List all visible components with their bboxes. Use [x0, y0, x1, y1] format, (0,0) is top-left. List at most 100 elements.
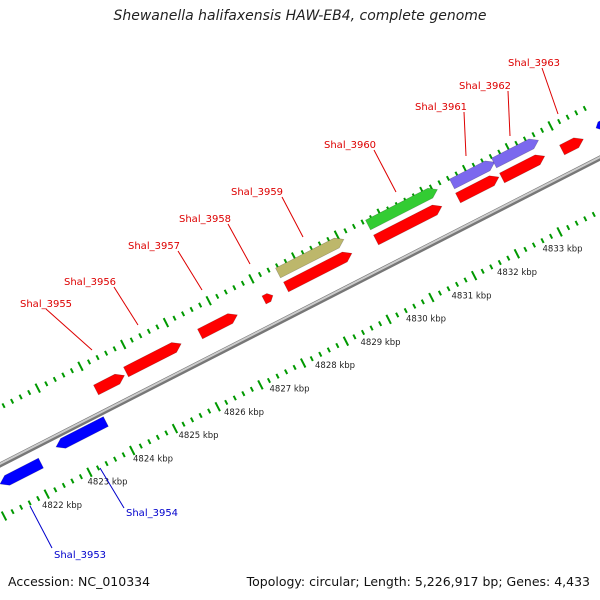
gene-arrow-red: [455, 175, 500, 204]
inner-tick: [214, 401, 221, 412]
inner-tick: [497, 259, 502, 266]
outer-tick: [61, 372, 66, 378]
outer-tick: [333, 230, 341, 241]
inner-tick: [155, 434, 160, 441]
outer-tick: [34, 383, 41, 394]
outer-tick: [547, 121, 554, 131]
inner-tick: [378, 321, 383, 327]
inner-tick: [232, 395, 237, 401]
inner-tick: [489, 264, 494, 270]
kbp-label: 4823 kbp: [88, 478, 128, 488]
inner-tick: [61, 482, 66, 489]
outer-tick: [162, 317, 170, 328]
inner-tick: [181, 421, 186, 427]
kbp-label: 4826 kbp: [224, 408, 264, 418]
outer-tick: [95, 354, 100, 361]
gene-label-shal-3959: Shal_3959: [231, 187, 283, 198]
kbp-label: 4833 kbp: [543, 245, 583, 255]
label-leader-line: [281, 196, 304, 238]
genome-summary-text: Topology: circular; Length: 5,226,917 bp…: [246, 574, 590, 589]
genome-backbone: [0, 155, 600, 468]
map-title: Shewanella halifaxensis HAW-EB4, complet…: [113, 8, 487, 24]
gene-arrow-red: [93, 373, 125, 396]
outer-tick: [257, 271, 263, 278]
gene-arrow-blue: [55, 416, 109, 449]
inner-tick: [403, 307, 408, 314]
kbp-label: 4832 kbp: [497, 268, 537, 278]
outer-tick: [155, 324, 160, 330]
inner-tick: [36, 495, 41, 502]
outer-tick: [557, 118, 562, 125]
outer-tick: [232, 284, 237, 291]
inner-tick: [129, 445, 136, 456]
inner-tick: [437, 290, 442, 296]
inner-tick: [549, 233, 554, 239]
gene-arrow-purple: [449, 160, 496, 190]
inner-tick: [395, 312, 400, 318]
gene-arrow-red: [283, 251, 353, 293]
inner-tick: [523, 246, 528, 253]
inner-tick: [385, 314, 392, 325]
outer-tick: [77, 361, 84, 372]
inner-tick: [335, 342, 340, 349]
kbp-label: 4829 kbp: [361, 338, 401, 348]
gene-features: [0, 120, 600, 486]
inner-tick: [104, 460, 109, 467]
inner-tick: [284, 369, 289, 375]
kbp-label: 4828 kbp: [315, 361, 355, 371]
outer-tick: [120, 339, 127, 350]
kbp-label: 4822 kbp: [42, 501, 82, 511]
gene-label-shal-3958: Shal_3958: [179, 214, 231, 225]
inner-tick: [513, 248, 521, 259]
outer-tick: [248, 273, 255, 284]
inner-tick: [43, 489, 50, 500]
inner-tick: [257, 379, 264, 390]
inner-tick: [121, 452, 126, 458]
outer-tick: [129, 337, 134, 343]
inner-tick: [292, 364, 297, 371]
inner-tick: [78, 473, 83, 480]
kbp-label: 4827 kbp: [270, 385, 310, 395]
gene-arrow-blue: [595, 120, 600, 130]
inner-tick: [10, 508, 15, 515]
inner-tick: [574, 220, 579, 226]
inner-tick: [164, 430, 169, 436]
outer-tick: [574, 110, 579, 116]
accession-text: Accession: NC_010334: [8, 574, 151, 589]
gene-arrow-green: [365, 187, 438, 231]
outer-tick: [1, 402, 6, 409]
inner-tick: [360, 329, 366, 336]
inner-tick: [480, 268, 485, 274]
outer-tick: [351, 223, 357, 230]
label-leader-line: [541, 67, 559, 115]
label-leader-line: [99, 467, 125, 509]
inner-tick: [583, 216, 588, 222]
label-leader-line: [29, 505, 53, 549]
inner-tick: [275, 373, 280, 379]
inner-tick: [309, 355, 314, 362]
inner-tick: [190, 417, 195, 423]
gene-label-shal-3954: Shal_3954: [126, 508, 178, 519]
outer-tick: [540, 127, 545, 133]
gene-arrow-red: [559, 137, 584, 156]
outer-tick: [18, 394, 23, 400]
outer-tick: [488, 153, 493, 160]
gene-arrow-red: [373, 204, 443, 246]
inner-tick: [556, 227, 563, 237]
label-leader-line: [45, 308, 93, 351]
inner-tick: [428, 292, 435, 303]
inner-tick: [86, 467, 93, 478]
gene-label-shal-3956: Shal_3956: [64, 277, 116, 288]
outer-tick: [360, 219, 365, 225]
kbp-label: 4830 kbp: [406, 315, 446, 325]
gene-arrow-purple: [491, 138, 539, 169]
gene-labels: Shal_3955 Shal_3956 Shal_3957 Shal_3958 Shal…: [20, 58, 560, 561]
outer-tick: [565, 114, 570, 120]
inner-tick: [241, 390, 246, 397]
inner-tick: [207, 408, 212, 414]
outer-tick: [215, 293, 220, 300]
label-leader-line: [113, 286, 139, 326]
inner-tick: [540, 237, 545, 244]
outer-tick: [44, 381, 49, 387]
